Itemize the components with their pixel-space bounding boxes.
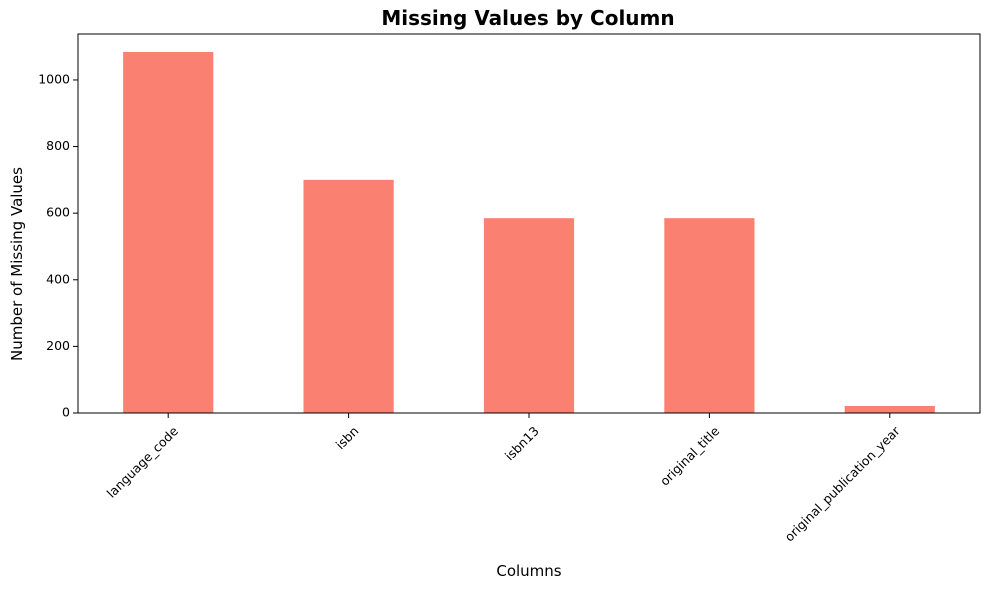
y-axis: 0 200 400 600 800 1000 xyxy=(38,71,78,420)
bar-language-code xyxy=(123,51,214,413)
bar-original-publication-year xyxy=(844,406,935,413)
x-tick-label: original_publication_year xyxy=(782,423,904,545)
y-tick-label: 1000 xyxy=(38,71,70,86)
bar-original-title xyxy=(664,218,755,413)
x-tick-label: isbn xyxy=(333,423,362,452)
x-tick-label: isbn13 xyxy=(502,423,542,463)
y-tick-label: 800 xyxy=(46,138,70,153)
x-tick-label: original_title xyxy=(657,423,723,489)
bar-isbn13 xyxy=(483,218,575,413)
y-tick-label: 200 xyxy=(46,338,70,353)
x-axis: language_code isbn isbn13 original_title ori… xyxy=(104,413,904,545)
y-tick-label: 0 xyxy=(62,405,70,420)
y-tick-label: 600 xyxy=(46,205,70,220)
y-axis-label: Number of Missing Values xyxy=(8,167,26,361)
bars-layer xyxy=(123,51,935,413)
x-tick-label: language_code xyxy=(104,423,182,501)
bar-isbn xyxy=(303,179,394,413)
y-tick-label: 400 xyxy=(46,271,70,286)
chart-title: Missing Values by Column xyxy=(381,6,674,30)
x-axis-label: Columns xyxy=(496,562,561,580)
plot-frame xyxy=(77,33,981,414)
